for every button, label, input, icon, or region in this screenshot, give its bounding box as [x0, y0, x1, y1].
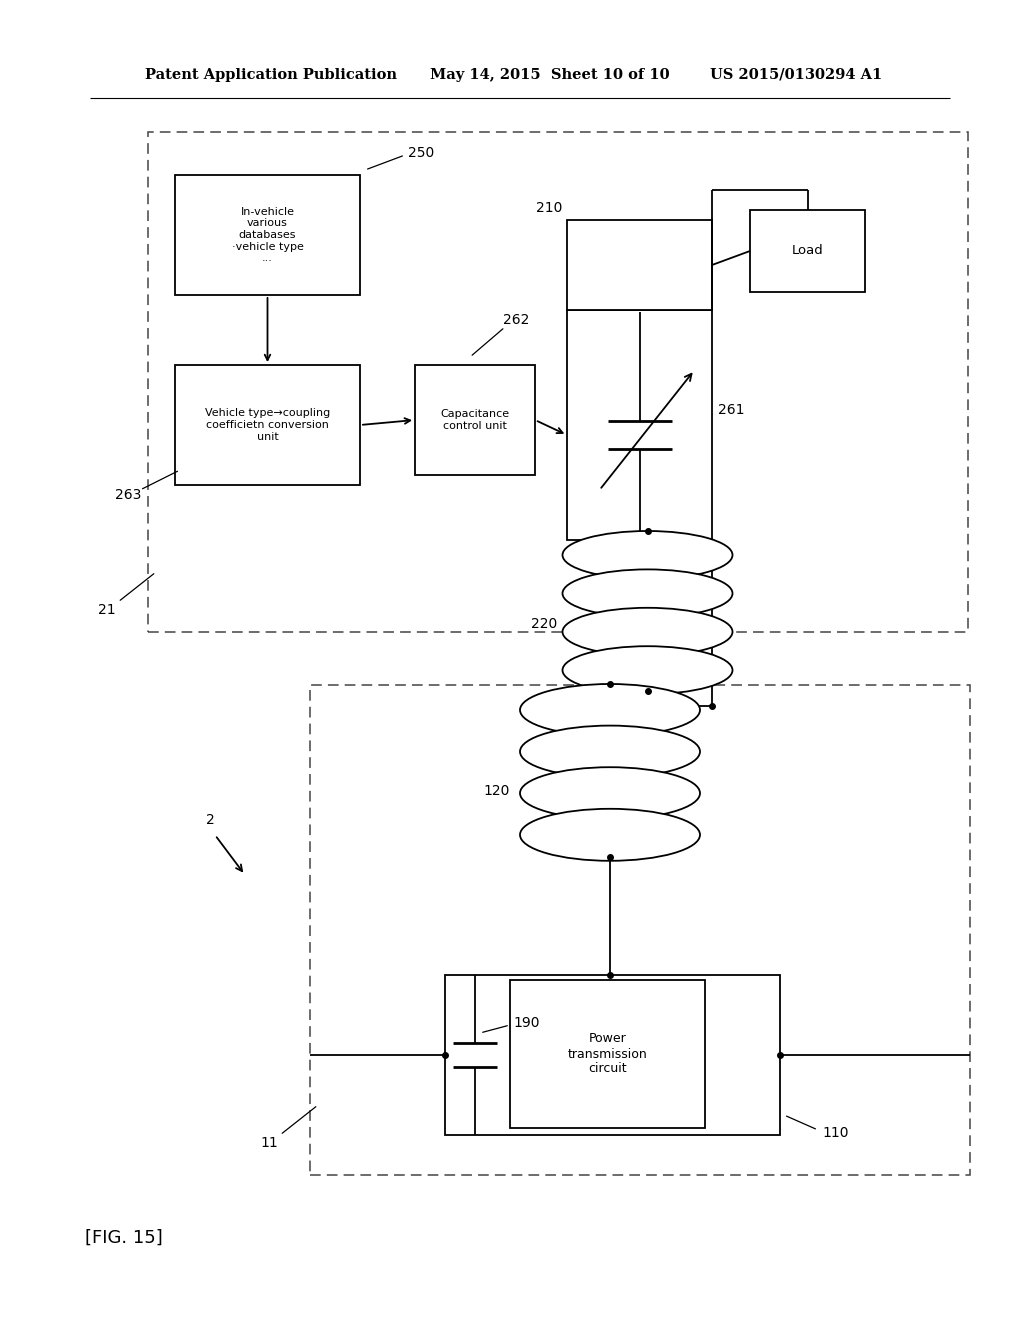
Bar	[750, 210, 865, 292]
Text: 190: 190	[513, 1016, 540, 1030]
Ellipse shape	[520, 809, 700, 861]
Text: Power
transmission
circuit: Power transmission circuit	[567, 1032, 647, 1076]
Bar	[415, 366, 535, 475]
Text: 220: 220	[531, 618, 557, 631]
Ellipse shape	[562, 607, 732, 656]
Text: 21: 21	[98, 603, 116, 616]
Ellipse shape	[562, 569, 732, 618]
Text: 262: 262	[503, 313, 529, 327]
Text: Load: Load	[792, 244, 823, 257]
Bar	[567, 220, 712, 310]
Text: Patent Application Publication: Patent Application Publication	[145, 69, 397, 82]
Bar	[510, 979, 705, 1129]
Bar	[175, 176, 360, 294]
Ellipse shape	[520, 684, 700, 737]
Bar	[310, 685, 970, 1175]
Ellipse shape	[562, 531, 732, 579]
Ellipse shape	[520, 726, 700, 777]
Text: US 2015/0130294 A1: US 2015/0130294 A1	[710, 69, 883, 82]
Text: 250: 250	[408, 147, 434, 160]
Text: [FIG. 15]: [FIG. 15]	[85, 1229, 163, 1247]
Bar	[445, 975, 780, 1135]
Bar	[175, 366, 360, 484]
Ellipse shape	[520, 767, 700, 820]
Text: 2: 2	[206, 813, 214, 828]
Text: 261: 261	[718, 403, 744, 417]
Text: May 14, 2015  Sheet 10 of 10: May 14, 2015 Sheet 10 of 10	[430, 69, 670, 82]
Bar	[567, 310, 712, 540]
Text: Vehicle type→coupling
coefficietn conversion
unit: Vehicle type→coupling coefficietn conver…	[205, 408, 330, 442]
Ellipse shape	[562, 647, 732, 694]
Text: 263: 263	[115, 488, 141, 502]
Text: In-vehicle
various
databases
·vehicle type
...: In-vehicle various databases ·vehicle ty…	[231, 207, 303, 263]
Text: Capacitance
control unit: Capacitance control unit	[440, 409, 510, 430]
Text: 120: 120	[483, 784, 510, 797]
Text: 11: 11	[260, 1137, 278, 1150]
Text: 210: 210	[536, 201, 562, 215]
Bar	[148, 132, 968, 632]
Text: 110: 110	[822, 1126, 849, 1140]
